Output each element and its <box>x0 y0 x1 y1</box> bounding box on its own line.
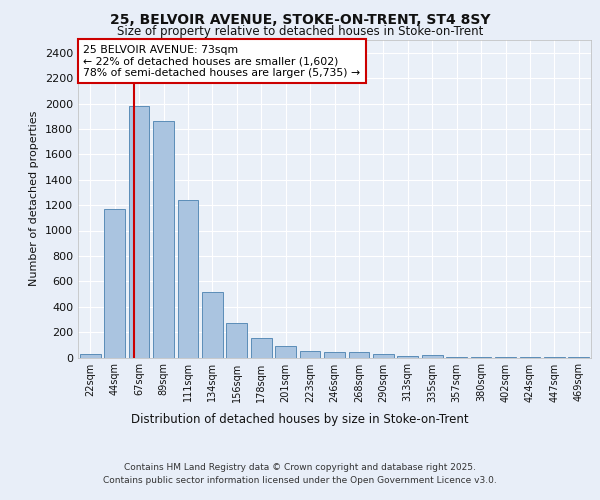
Text: Distribution of detached houses by size in Stoke-on-Trent: Distribution of detached houses by size … <box>131 412 469 426</box>
Bar <box>299 351 320 358</box>
Bar <box>202 292 223 358</box>
Bar <box>373 354 394 358</box>
Text: 25, BELVOIR AVENUE, STOKE-ON-TRENT, ST4 8SY: 25, BELVOIR AVENUE, STOKE-ON-TRENT, ST4 … <box>110 12 490 26</box>
Bar <box>397 356 418 358</box>
Text: Contains HM Land Registry data © Crown copyright and database right 2025.: Contains HM Land Registry data © Crown c… <box>124 462 476 471</box>
Y-axis label: Number of detached properties: Number of detached properties <box>29 111 40 286</box>
Text: Contains public sector information licensed under the Open Government Licence v3: Contains public sector information licen… <box>103 476 497 485</box>
Bar <box>80 354 101 358</box>
Bar <box>349 352 370 358</box>
Bar <box>251 338 272 357</box>
Bar <box>178 200 199 358</box>
Bar <box>495 357 516 358</box>
Bar <box>275 346 296 358</box>
Bar <box>422 355 443 358</box>
Bar <box>104 209 125 358</box>
Bar <box>470 357 491 358</box>
Bar <box>324 352 345 358</box>
Text: Size of property relative to detached houses in Stoke-on-Trent: Size of property relative to detached ho… <box>117 25 483 38</box>
Bar <box>153 122 174 358</box>
Text: 25 BELVOIR AVENUE: 73sqm
← 22% of detached houses are smaller (1,602)
78% of sem: 25 BELVOIR AVENUE: 73sqm ← 22% of detach… <box>83 45 360 78</box>
Bar <box>446 357 467 358</box>
Bar <box>226 322 247 358</box>
Bar <box>128 106 149 358</box>
